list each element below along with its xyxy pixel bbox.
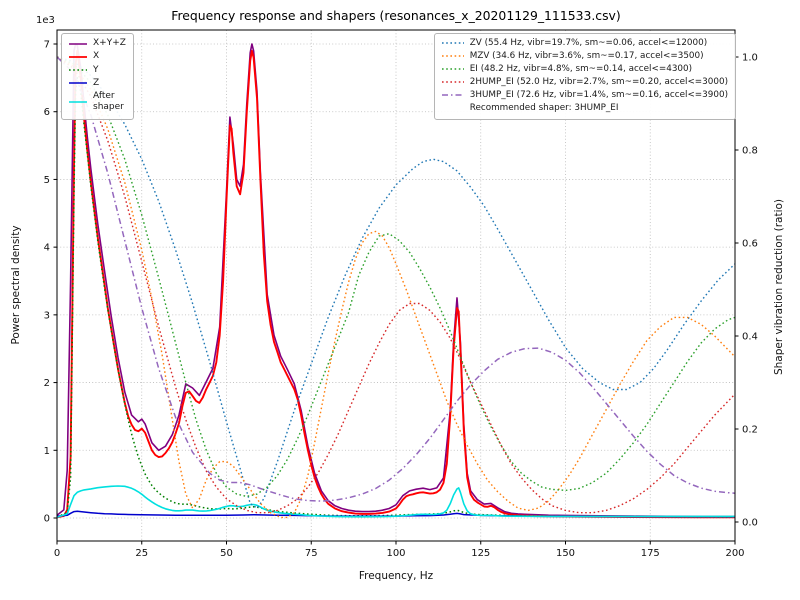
legend-label: ZV (55.4 Hz, vibr=19.7%, sm~=0.06, accel…: [469, 38, 708, 48]
series-zv: [57, 56, 735, 509]
x-tick-label: 175: [641, 548, 660, 559]
legend-item-xyz: X+Y+Z: [68, 37, 126, 50]
y-tick-label-right: 0.8: [742, 146, 758, 157]
legend-line-sample: [69, 101, 87, 104]
legend-item-mzv: MZV (34.6 Hz, vibr=3.6%, sm~=0.17, accel…: [441, 50, 728, 63]
y-tick-label-right: 0.4: [742, 332, 758, 343]
x-tick-label: 25: [135, 548, 148, 559]
legend-label: After shaper: [93, 91, 124, 113]
x-tick-label: 100: [386, 548, 405, 559]
legend-label: X+Y+Z: [93, 38, 126, 48]
y-tick-label-right: 0.2: [742, 425, 758, 436]
left-y-axis-label: Power spectral density: [10, 225, 22, 345]
x-tick-label: 50: [220, 548, 233, 559]
y-tick-label-left: 2: [44, 378, 50, 389]
legend-label: EI (48.2 Hz, vibr=4.8%, sm~=0.14, accel<…: [469, 63, 693, 74]
legend-item-after-shaper: After shaper: [68, 90, 126, 115]
y-tick-label-left: 0: [44, 514, 50, 525]
legend-psd: X+Y+Z X Y Z After shaper: [61, 33, 134, 120]
legend-note-spacer: [441, 108, 465, 109]
series-ei: [57, 56, 735, 498]
legend-note-recommended-shaper: Recommended shaper: 3HUMP_EI: [441, 102, 728, 115]
legend-note-label: Recommended shaper: 3HUMP_EI: [469, 102, 619, 113]
legend-line-sample: [441, 55, 464, 58]
legend-line-sample: [441, 94, 464, 97]
legend-line-sample: [441, 42, 464, 45]
x-tick-label: 0: [54, 548, 60, 559]
legend-line-sample: [441, 81, 464, 84]
legend-line-sample: [441, 68, 464, 71]
series-mzv: [57, 56, 735, 519]
legend-item-x: X: [68, 50, 126, 63]
legend-label: 3HUMP_EI (72.6 Hz, vibr=1.4%, sm~=0.16, …: [469, 89, 728, 100]
series-3hump-ei: [57, 56, 735, 502]
y-tick-label-left: 1: [44, 446, 50, 457]
legend-item-2hump-ei: 2HUMP_EI (52.0 Hz, vibr=2.7%, sm~=0.20, …: [441, 76, 728, 89]
series-2hump-ei: [57, 56, 735, 514]
y-tick-label-right: 0.0: [742, 518, 758, 529]
x-axis-label: Frequency, Hz: [358, 570, 434, 582]
series-after-shaper: [57, 485, 735, 519]
right-y-axis-label: Shaper vibration reduction (ratio): [773, 198, 785, 376]
legend-line-sample: [69, 42, 87, 45]
legend-label: X: [93, 51, 100, 62]
legend-item-ei: EI (48.2 Hz, vibr=4.8%, sm~=0.14, accel<…: [441, 63, 728, 76]
legend-label: Y: [93, 64, 99, 75]
series-xyz: [57, 43, 735, 518]
y-tick-label-right: 0.6: [742, 239, 758, 250]
legend-item-3hump-ei: 3HUMP_EI (72.6 Hz, vibr=1.4%, sm~=0.16, …: [441, 89, 728, 102]
legend-label: Z: [93, 77, 100, 88]
legend-label: MZV (34.6 Hz, vibr=3.6%, sm~=0.17, accel…: [469, 50, 704, 61]
legend-line-sample: [69, 69, 87, 71]
y-tick-label-left: 5: [44, 175, 50, 186]
legend-item-z: Z: [68, 77, 126, 90]
x-tick-label: 150: [556, 548, 575, 559]
y-tick-label-left: 7: [44, 40, 50, 51]
legend-shapers: ZV (55.4 Hz, vibr=19.7%, sm~=0.06, accel…: [433, 33, 736, 120]
legend-item-zv: ZV (55.4 Hz, vibr=19.7%, sm~=0.06, accel…: [441, 37, 728, 50]
y-tick-label-left: 4: [44, 243, 50, 254]
legend-line-sample: [69, 55, 87, 58]
series-y: [57, 77, 735, 518]
x-tick-label: 200: [725, 548, 744, 559]
legend-line-sample: [69, 82, 87, 85]
x-tick-label: 125: [471, 548, 490, 559]
y-tick-label-left: 3: [44, 310, 50, 321]
chart-title: Frequency response and shapers (resonanc…: [171, 8, 621, 23]
y-tick-label-right: 1.0: [742, 53, 758, 64]
x-tick-label: 75: [305, 548, 318, 559]
series-z: [57, 510, 735, 518]
legend-item-y: Y: [68, 64, 126, 77]
series-x: [57, 49, 735, 519]
y-tick-label-left: 6: [44, 107, 50, 118]
left-axis-offset-text: 1e3: [36, 15, 55, 26]
legend-label: 2HUMP_EI (52.0 Hz, vibr=2.7%, sm~=0.20, …: [469, 76, 728, 87]
